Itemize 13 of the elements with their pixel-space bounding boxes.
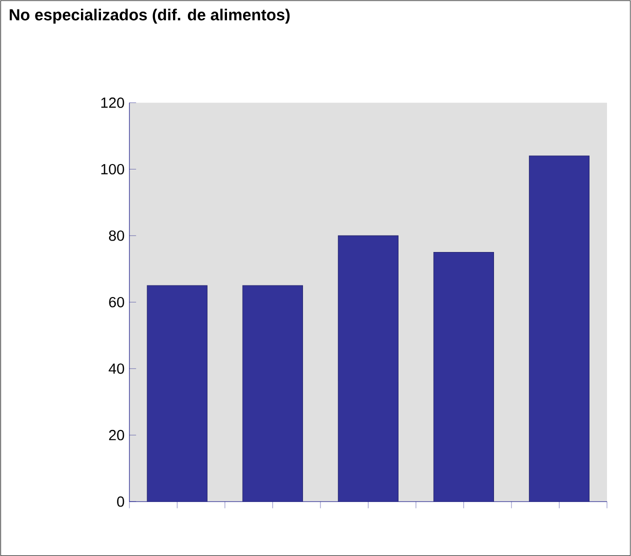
y-tick-label: 60: [109, 296, 124, 308]
y-tick-label: 20: [109, 430, 124, 440]
bar: [528, 155, 590, 502]
y-tick-label: 40: [108, 363, 124, 374]
bar: [242, 285, 303, 502]
y-tick-label: 120: [101, 97, 124, 108]
chart-title: No especializados (dif. de alimentos): [10, 8, 290, 24]
bar: [338, 235, 398, 502]
y-tick-label: 0: [117, 496, 124, 507]
y-tick-label: 80: [109, 230, 124, 241]
bar: [433, 252, 494, 502]
y-tick-label: 100: [101, 164, 124, 174]
bar: [146, 285, 208, 502]
